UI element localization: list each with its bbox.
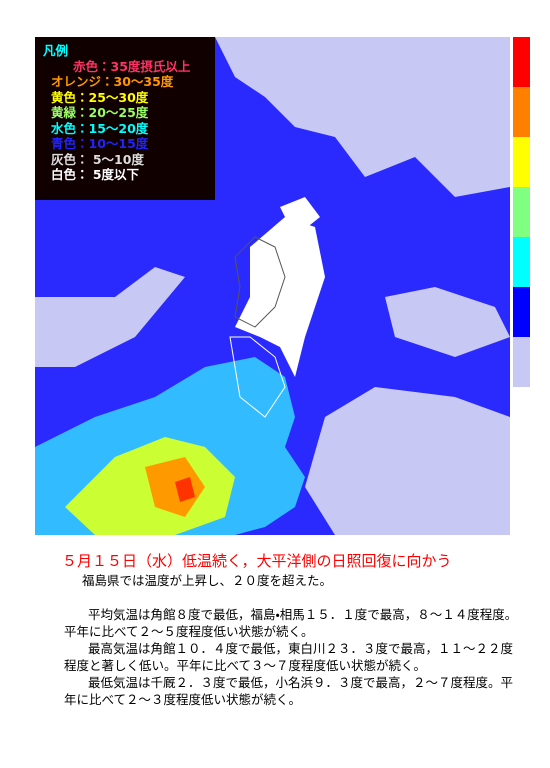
summary: 福島県では温度が上昇し、２０度を超えた。 [82,573,333,588]
color-bar [513,37,530,387]
temperature-map [35,37,510,535]
paragraph: 最低気温は千厩２．３度で最低，小名浜９．３度で最高，２〜７度程度。平年に比べて２… [64,675,514,707]
legend-item: オレンジ：30〜35度 [51,74,174,89]
legend-item: 灰色： 5〜10度 [51,151,144,167]
legend-title: 凡例 [43,43,69,58]
legend-item: 黄色：25〜30度 [51,89,149,105]
report-text: 福島県では温度が上昇し、２０度を超えた。 平均気温は角館８度で最低，福島・相馬１… [64,572,524,708]
legend-item: 白色： 5度以下 [51,167,140,182]
paragraph: 平均気温は角館８度で最低，福島・相馬１５．１度で最高，８〜１４度程度。平年に比べ… [64,607,518,639]
legend-item: 青色：10〜15度 [51,136,149,151]
legend-item: 水色：15〜20度 [51,120,149,136]
legend: 凡例 赤色：35度摂氏以上 オレンジ：30〜35度 黄色：25〜30度 黄緑：2… [35,37,215,200]
legend-item: 黄緑：20〜25度 [51,105,149,120]
headline: ５月１５日（水）低温続く，大平洋側の日照回復に向かう [62,552,452,570]
legend-item: 赤色：35度摂氏以上 [73,58,191,74]
paragraph: 最高気温は角館１０．４度で最低，東白川２３．３度で最高，１１〜２２度程度と著しく… [64,641,514,673]
